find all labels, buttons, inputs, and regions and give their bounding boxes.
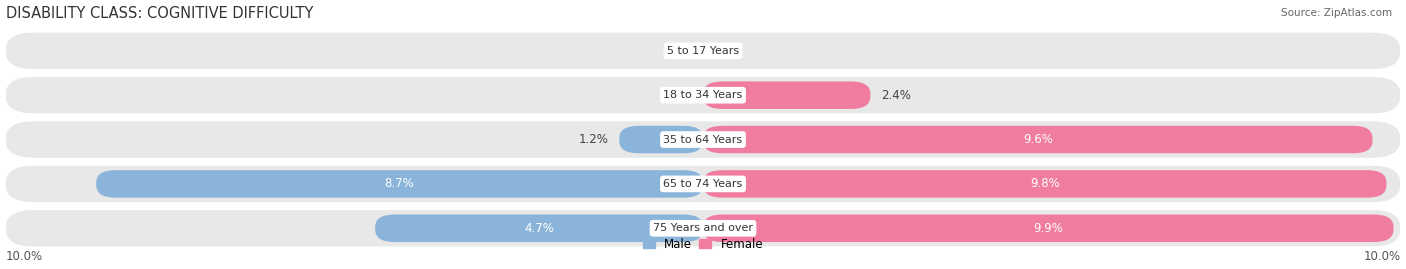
FancyBboxPatch shape bbox=[703, 82, 870, 109]
FancyBboxPatch shape bbox=[6, 121, 1400, 158]
Text: 10.0%: 10.0% bbox=[1364, 250, 1400, 263]
FancyBboxPatch shape bbox=[6, 210, 1400, 246]
Text: 9.8%: 9.8% bbox=[1029, 178, 1060, 190]
Text: DISABILITY CLASS: COGNITIVE DIFFICULTY: DISABILITY CLASS: COGNITIVE DIFFICULTY bbox=[6, 6, 314, 20]
Text: 1.2%: 1.2% bbox=[579, 133, 609, 146]
Text: 5 to 17 Years: 5 to 17 Years bbox=[666, 46, 740, 56]
Text: 0.0%: 0.0% bbox=[673, 44, 703, 57]
FancyBboxPatch shape bbox=[703, 126, 1372, 153]
Text: 10.0%: 10.0% bbox=[6, 250, 42, 263]
Text: 2.4%: 2.4% bbox=[880, 89, 911, 102]
Text: 0.0%: 0.0% bbox=[673, 89, 703, 102]
Text: 18 to 34 Years: 18 to 34 Years bbox=[664, 90, 742, 100]
Text: 4.7%: 4.7% bbox=[524, 222, 554, 235]
FancyBboxPatch shape bbox=[703, 214, 1393, 242]
FancyBboxPatch shape bbox=[6, 33, 1400, 69]
Text: 0.0%: 0.0% bbox=[703, 44, 733, 57]
FancyBboxPatch shape bbox=[375, 214, 703, 242]
Text: 35 to 64 Years: 35 to 64 Years bbox=[664, 134, 742, 144]
FancyBboxPatch shape bbox=[6, 166, 1400, 202]
Legend: Male, Female: Male, Female bbox=[638, 233, 768, 256]
Text: 9.6%: 9.6% bbox=[1022, 133, 1053, 146]
Text: 8.7%: 8.7% bbox=[385, 178, 415, 190]
Text: 9.9%: 9.9% bbox=[1033, 222, 1063, 235]
Text: 75 Years and over: 75 Years and over bbox=[652, 223, 754, 233]
FancyBboxPatch shape bbox=[703, 170, 1386, 198]
Text: 65 to 74 Years: 65 to 74 Years bbox=[664, 179, 742, 189]
FancyBboxPatch shape bbox=[96, 170, 703, 198]
FancyBboxPatch shape bbox=[6, 77, 1400, 114]
FancyBboxPatch shape bbox=[619, 126, 703, 153]
Text: Source: ZipAtlas.com: Source: ZipAtlas.com bbox=[1281, 8, 1392, 18]
